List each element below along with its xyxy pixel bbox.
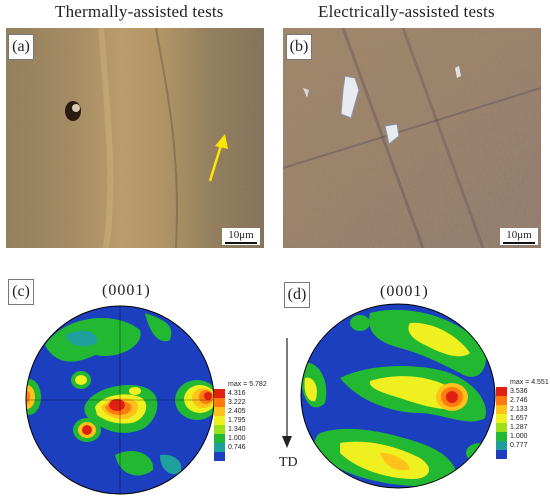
legend-c-max: max = 5.782	[228, 381, 267, 388]
micrograph-a	[6, 28, 264, 248]
left-column-title: Thermally-assisted tests	[55, 2, 224, 21]
pole-figure-c-title: (0001)	[102, 282, 151, 299]
panel-label-b: (b)	[286, 34, 312, 60]
legend-d-value: 1.287	[510, 423, 528, 431]
legend-d-value: 1.000	[510, 432, 528, 440]
panel-label-d: (d)	[284, 282, 310, 308]
panel-label-c: (c)	[8, 279, 34, 305]
legend-d-max: max = 4.551	[510, 379, 549, 386]
pole-figure-d	[300, 303, 496, 494]
legend-c-value: 2.405	[228, 407, 246, 415]
legend-c: max = 5.782 4.316 3.222 2.405 1.795 1.34…	[214, 381, 267, 461]
panel-label-a: (a)	[8, 34, 34, 60]
legend-c-value: 1.000	[228, 434, 246, 442]
scale-bar-a: 10μm	[222, 228, 260, 245]
scale-bar-a-text: 10μm	[228, 229, 254, 241]
scale-bar-b-text: 10μm	[506, 229, 532, 241]
legend-c-value: 3.222	[228, 398, 246, 406]
scale-bar-b: 10μm	[500, 228, 538, 245]
legend-d-value: 1.657	[510, 414, 528, 422]
legend-d: max = 4.551 3.536 2.746 2.133 1.657 1.28…	[496, 379, 549, 459]
legend-d-value: 0.777	[510, 441, 528, 449]
td-direction-label: TD	[279, 455, 298, 470]
micrograph-b	[283, 28, 541, 248]
legend-c-value: 4.316	[228, 389, 246, 397]
legend-d-value: 2.133	[510, 405, 528, 413]
legend-d-value: 3.536	[510, 387, 528, 395]
legend-d-value: 2.746	[510, 396, 528, 404]
legend-c-value: 1.340	[228, 425, 246, 433]
pole-figure-d-title: (0001)	[380, 283, 429, 300]
pole-figure-c	[25, 305, 215, 500]
right-column-title: Electrically-assisted tests	[318, 2, 495, 21]
legend-c-value: 1.795	[228, 416, 246, 424]
yellow-arrow	[208, 141, 224, 182]
td-arrow-icon	[280, 338, 294, 455]
legend-c-value: 0.746	[228, 443, 246, 451]
